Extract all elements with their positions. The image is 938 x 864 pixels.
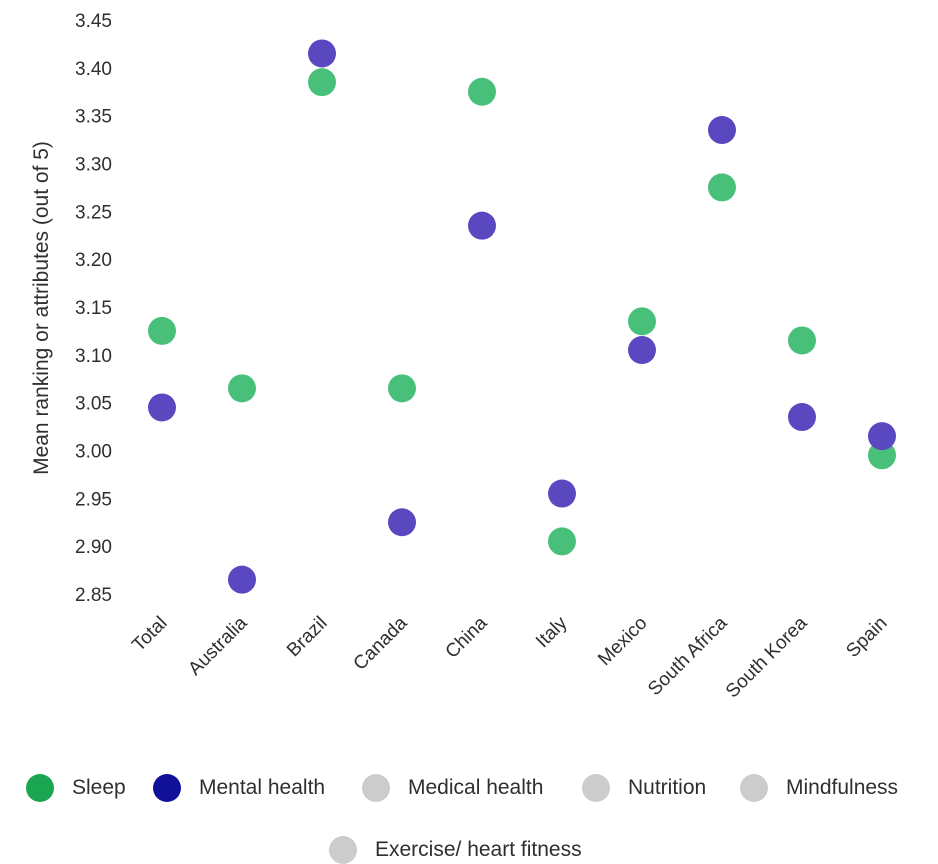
point-mental-health bbox=[468, 211, 496, 240]
point-sleep bbox=[628, 307, 656, 336]
point-sleep bbox=[548, 527, 576, 556]
point-sleep bbox=[388, 374, 416, 403]
y-tick-label: 3.20 bbox=[75, 250, 112, 271]
legend-label: Nutrition bbox=[628, 776, 706, 799]
x-tick-label: Spain bbox=[842, 613, 891, 662]
x-tick-label: Italy bbox=[532, 612, 572, 652]
y-axis-ticks: 2.85 2.90 2.95 3.00 3.05 3.10 3.15 3.20 3.25 3.30… bbox=[75, 11, 112, 606]
x-tick-label: Australia bbox=[184, 612, 251, 679]
y-tick-label: 3.10 bbox=[75, 346, 112, 367]
point-mental-health bbox=[308, 39, 336, 68]
point-mental-health bbox=[708, 116, 736, 145]
data-points bbox=[148, 39, 896, 594]
point-sleep bbox=[148, 316, 176, 345]
legend-label: Sleep bbox=[72, 776, 126, 799]
legend-marker bbox=[740, 774, 768, 802]
y-tick-label: 2.85 bbox=[75, 585, 112, 606]
legend-item-medical-health[interactable]: Medical health bbox=[362, 774, 543, 802]
legend-marker bbox=[329, 836, 357, 864]
y-tick-label: 3.35 bbox=[75, 107, 112, 128]
point-mental-health bbox=[148, 393, 176, 422]
y-tick-label: 2.95 bbox=[75, 489, 112, 510]
x-tick-label: Mexico bbox=[594, 613, 651, 670]
point-sleep bbox=[468, 77, 496, 106]
legend-item-sleep[interactable]: Sleep bbox=[26, 774, 126, 802]
y-tick-label: 3.15 bbox=[75, 298, 112, 319]
x-tick-label: China bbox=[442, 612, 492, 662]
point-sleep bbox=[708, 173, 736, 202]
x-tick-label: Total bbox=[128, 613, 171, 656]
point-mental-health bbox=[788, 403, 816, 432]
y-tick-label: 3.30 bbox=[75, 155, 112, 176]
legend-item-exercise-heart-fitness[interactable]: Exercise/ heart fitness bbox=[329, 836, 582, 864]
legend-label: Medical health bbox=[408, 776, 543, 799]
point-mental-health bbox=[228, 565, 256, 594]
y-tick-label: 3.40 bbox=[75, 59, 112, 80]
legend-label: Exercise/ heart fitness bbox=[375, 838, 582, 861]
point-sleep bbox=[868, 441, 896, 470]
y-tick-label: 3.00 bbox=[75, 442, 112, 463]
point-mental-health bbox=[628, 336, 656, 365]
point-mental-health bbox=[868, 422, 896, 451]
legend[interactable]: Sleep Mental health Medical health Nutritio… bbox=[26, 774, 898, 864]
legend-marker bbox=[153, 774, 181, 802]
legend-marker bbox=[582, 774, 610, 802]
y-tick-label: 3.45 bbox=[75, 11, 112, 32]
legend-item-nutrition[interactable]: Nutrition bbox=[582, 774, 706, 802]
legend-item-mental-health[interactable]: Mental health bbox=[153, 774, 325, 802]
y-tick-label: 3.25 bbox=[75, 202, 112, 223]
point-sleep bbox=[308, 68, 336, 97]
legend-marker bbox=[362, 774, 390, 802]
point-mental-health bbox=[548, 479, 576, 508]
y-tick-label: 3.05 bbox=[75, 394, 112, 415]
x-tick-label: Canada bbox=[350, 612, 412, 674]
y-tick-label: 2.90 bbox=[75, 537, 112, 558]
x-axis-ticks: Total Australia Brazil Canada China Italy Mexi… bbox=[128, 612, 891, 702]
legend-label: Mental health bbox=[199, 776, 325, 799]
x-tick-label: South Korea bbox=[722, 612, 812, 702]
point-sleep bbox=[228, 374, 256, 403]
point-mental-health bbox=[388, 508, 416, 537]
point-sleep bbox=[788, 326, 816, 355]
y-axis-title: Mean ranking or attributes (out of 5) bbox=[30, 141, 53, 475]
legend-label: Mindfulness bbox=[786, 776, 898, 799]
x-tick-label: South Africa bbox=[644, 612, 732, 700]
legend-item-mindfulness[interactable]: Mindfulness bbox=[740, 774, 898, 802]
x-tick-label: Brazil bbox=[283, 613, 331, 661]
legend-marker bbox=[26, 774, 54, 802]
